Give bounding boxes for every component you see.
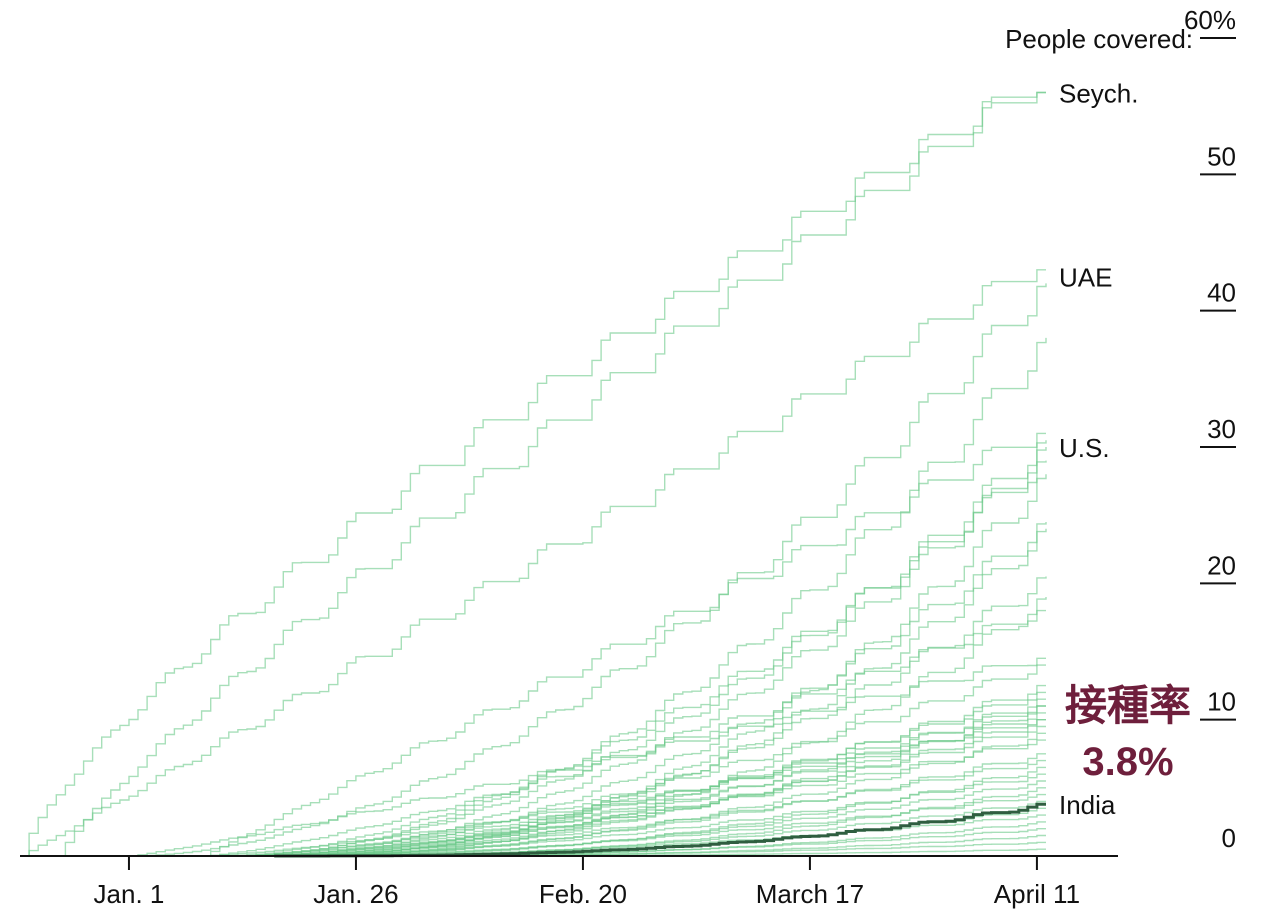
- y-tick-label-0: 0: [1222, 823, 1236, 853]
- series-line-country-29: [274, 759, 1046, 857]
- series-line-country-6: [219, 440, 1047, 857]
- series-line-uae: [20, 269, 1046, 857]
- y-axis-prefix-label: People covered:: [1005, 24, 1193, 54]
- vaccination-rate-callout: 接種率 3.8%: [1065, 681, 1191, 784]
- series-line-country-3: [129, 283, 1047, 857]
- series-line-country-8: [219, 460, 1047, 857]
- series-line-country-9: [274, 474, 1047, 857]
- series-line-country-20: [237, 705, 1046, 857]
- series-line-country-7: [237, 447, 1047, 857]
- country-label-seych: Seych.: [1059, 79, 1139, 109]
- series-line-country-27: [256, 739, 1046, 857]
- series-line-country-23: [201, 719, 1046, 857]
- y-tick-label-10: 10: [1207, 687, 1236, 717]
- callout-title: 接種率: [1065, 681, 1191, 730]
- series-line-country-14: [201, 609, 1046, 857]
- y-axis-ticks: 0 10 20 30 40 50 60%: [1184, 5, 1236, 853]
- y-tick-label-30: 30: [1207, 414, 1236, 444]
- y-tick-label-20: 20: [1207, 550, 1236, 580]
- x-tick-label-march-17: March 17: [756, 879, 864, 909]
- x-tick-label-jan-1: Jan. 1: [94, 879, 165, 909]
- country-label-uae: UAE: [1059, 263, 1112, 293]
- x-tick-label-jan-26: Jan. 26: [313, 879, 398, 909]
- x-axis-ticks: Jan. 1 Jan. 26 Feb. 20 March 17 April 11: [94, 856, 1080, 909]
- series-line-country-31: [292, 773, 1046, 857]
- series-line-country-12: [256, 576, 1047, 857]
- other-country-lines: [20, 91, 1047, 857]
- series-line-country-18: [256, 691, 1046, 857]
- series-line-country-4: [219, 337, 1047, 857]
- country-label-u-s: U.S.: [1059, 433, 1110, 463]
- x-tick-label-april-11: April 11: [994, 879, 1080, 909]
- y-tick-label-60: 60%: [1184, 5, 1236, 35]
- country-label-india: India: [1059, 790, 1116, 820]
- series-line-country-10: [237, 522, 1047, 857]
- country-labels: Seych. UAE U.S. India: [1059, 79, 1139, 821]
- y-tick-label-50: 50: [1207, 141, 1236, 171]
- x-tick-label-feb-20: Feb. 20: [539, 879, 627, 909]
- y-tick-label-40: 40: [1207, 278, 1236, 308]
- series-line-country-1: [56, 91, 1046, 857]
- series-line-u-s: [201, 432, 1046, 857]
- series-line-country-34: [310, 793, 1046, 857]
- series-line-country-15: [129, 657, 1046, 857]
- callout-value: 3.8%: [1082, 740, 1173, 784]
